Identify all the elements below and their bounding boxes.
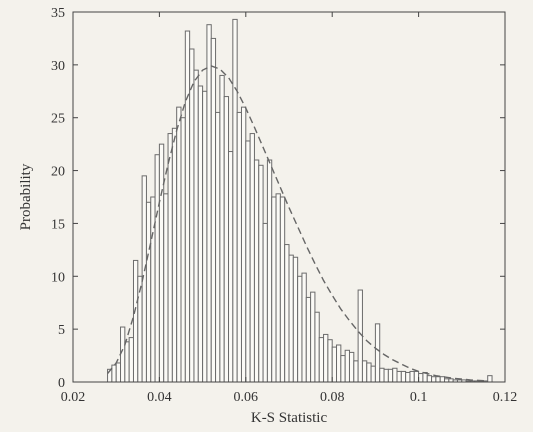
y-tick-label: 15 — [51, 217, 65, 232]
x-tick-label: 0.06 — [234, 390, 259, 405]
histogram-bar — [379, 367, 385, 383]
histogram-bar — [115, 362, 122, 383]
histogram-bar — [336, 344, 342, 383]
y-tick-label: 25 — [51, 112, 65, 127]
histogram-bar — [435, 376, 441, 383]
histogram-bar — [314, 311, 320, 383]
axes-frame — [72, 11, 506, 383]
x-axis-ticks: 0.02 0.04 0.06 0.08 0.1 0.12 — [61, 12, 518, 405]
histogram-bar — [305, 296, 312, 383]
histogram-bar — [284, 244, 290, 383]
histogram-bar — [163, 193, 169, 383]
histogram-bar — [431, 376, 437, 383]
histogram-bar — [210, 37, 217, 383]
histogram-bar — [275, 193, 281, 383]
histogram-bar — [418, 373, 424, 383]
histogram-bar — [215, 111, 221, 383]
histogram-bar — [228, 151, 234, 383]
histogram-bar — [327, 339, 333, 383]
histogram-bar — [318, 337, 325, 383]
histogram-bar — [197, 85, 204, 383]
histogram-bar — [288, 254, 294, 383]
bars-layer — [107, 18, 493, 383]
histogram-bar — [223, 96, 230, 383]
y-axis-ticks: 0 5 10 15 20 25 30 35 — [51, 6, 505, 391]
histogram-bar — [202, 90, 208, 383]
histogram-bar — [167, 133, 173, 383]
x-tick-label: 0.02 — [61, 390, 86, 405]
histogram-bar — [253, 159, 260, 383]
histogram-bar — [374, 323, 381, 383]
histogram-bar — [370, 365, 376, 383]
histogram-bar — [297, 275, 303, 383]
histogram-bar — [206, 24, 212, 383]
histogram-bar — [240, 106, 247, 383]
histogram-bar — [426, 375, 433, 383]
histogram-bar — [331, 346, 338, 383]
histogram-bar — [487, 375, 493, 383]
histogram-bar — [392, 367, 398, 383]
histogram-bar — [180, 117, 186, 383]
histogram-bar — [171, 127, 178, 383]
histogram-bar — [111, 364, 117, 383]
histogram-bar — [128, 337, 134, 383]
histogram-bar — [348, 351, 355, 383]
y-tick-label: 5 — [58, 323, 65, 338]
histogram-bar — [236, 111, 242, 383]
histogram-bar — [413, 370, 420, 383]
histogram-bar — [353, 360, 359, 383]
histogram-bar — [158, 143, 165, 383]
histogram-bar — [387, 368, 394, 383]
histogram-bar — [266, 159, 273, 383]
histogram-bar — [361, 360, 368, 383]
histogram-bar — [405, 371, 411, 383]
histogram-bar — [279, 196, 286, 383]
histogram-bar — [439, 376, 446, 383]
x-tick-label: 0.12 — [493, 390, 518, 405]
histogram-bar — [262, 222, 268, 383]
x-axis-label: K-S Statistic — [251, 410, 328, 426]
histogram-bar — [249, 133, 255, 383]
histogram-bar — [292, 256, 299, 383]
y-tick-label: 35 — [51, 6, 65, 21]
y-tick-label: 30 — [51, 59, 65, 74]
histogram-bar — [383, 368, 389, 383]
histogram-bar — [323, 333, 329, 383]
histogram-bar — [258, 164, 264, 383]
histogram-bar — [184, 30, 191, 383]
histogram-bar — [219, 74, 225, 383]
y-tick-label: 0 — [58, 376, 65, 391]
histogram-bar — [193, 69, 199, 383]
y-axis-label: Probability — [18, 163, 34, 230]
y-tick-label: 20 — [51, 165, 65, 180]
histogram-bar — [120, 326, 126, 383]
fitted-density-curve — [107, 65, 488, 382]
histogram-bar — [189, 48, 195, 383]
histogram-bar — [132, 259, 139, 383]
histogram-bar — [271, 196, 277, 383]
histogram-bar — [340, 355, 346, 383]
histogram-bar — [310, 291, 316, 383]
x-tick-label: 0.08 — [320, 390, 345, 405]
histogram-bar — [245, 140, 251, 383]
x-tick-label: 0.04 — [147, 390, 172, 405]
y-tick-label: 10 — [51, 270, 65, 285]
histogram-bar — [154, 154, 160, 383]
histogram-bar — [400, 370, 407, 383]
histogram-bar — [232, 18, 238, 383]
histogram-bar — [344, 349, 350, 383]
histogram-bar — [409, 370, 415, 383]
x-tick-label: 0.1 — [410, 390, 428, 405]
histogram-bar — [124, 341, 130, 383]
histogram-bar — [396, 370, 402, 383]
histogram-bar — [176, 106, 182, 383]
histogram-bar — [366, 362, 372, 383]
histogram-bar — [145, 201, 152, 383]
histogram-bar — [301, 272, 307, 383]
